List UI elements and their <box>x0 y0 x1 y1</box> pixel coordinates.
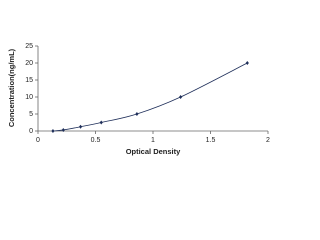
data-point <box>61 127 65 132</box>
x-axis-label: Optical Density <box>126 147 181 156</box>
x-tick-label: 1.5 <box>206 137 216 144</box>
data-point <box>78 124 83 129</box>
y-tick-label: 5 <box>29 111 33 118</box>
data-point <box>135 112 139 116</box>
data-point <box>51 129 55 133</box>
y-axis-label: Concentration(ng/mL) <box>7 48 16 127</box>
data-point <box>179 95 183 99</box>
x-tick-label: 0.5 <box>91 137 101 144</box>
x-tick-label: 2 <box>266 137 270 144</box>
y-tick-label: 20 <box>25 60 33 67</box>
y-tick-label: 25 <box>25 43 33 50</box>
y-tick-label: 10 <box>25 94 33 101</box>
x-tick-label: 1 <box>151 137 155 144</box>
data-point <box>99 120 103 125</box>
data-point <box>245 61 249 65</box>
y-tick-label: 0 <box>29 128 33 135</box>
y-tick-label: 15 <box>25 77 33 84</box>
x-tick-label: 0 <box>36 137 40 144</box>
fit-line <box>52 62 248 132</box>
chart: Optical Density Concentration(ng/mL) 0 5 1… <box>7 43 270 156</box>
